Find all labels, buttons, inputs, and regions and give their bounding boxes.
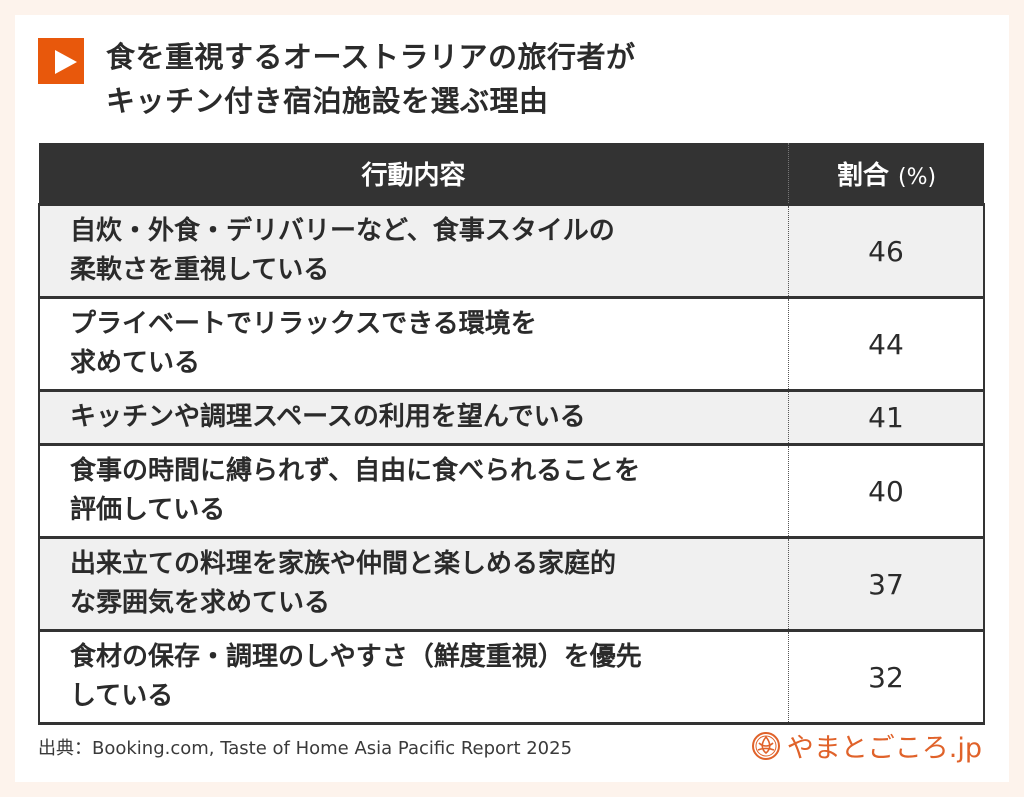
table-row: 出来立ての料理を家族や仲間と楽しめる家庭的 な雰囲気を求めている 37	[38, 536, 985, 631]
row-value: 40	[788, 443, 985, 538]
row-label: 食事の時間に縛られず、自由に食べられることを 評価している	[38, 443, 789, 538]
play-triangle-icon	[38, 38, 84, 84]
row-label-line: 食事の時間に縛られず、自由に食べられることを	[70, 456, 641, 486]
row-value: 41	[788, 389, 985, 445]
row-label: 自炊・外食・デリバリーなど、食事スタイルの 柔軟さを重視している	[38, 203, 789, 298]
row-value: 44	[788, 296, 985, 391]
header-unit: (%)	[898, 164, 937, 190]
table-row: 食材の保存・調理のしやすさ（鮮度重視）を優先 している 32	[38, 629, 985, 725]
row-label-line: 自炊・外食・デリバリーなど、食事スタイルの	[70, 216, 615, 246]
row-value: 37	[788, 536, 985, 631]
page-title: 食を重視するオーストラリアの旅行者が キッチン付き宿泊施設を選ぶ理由	[106, 35, 636, 123]
reasons-table: 行動内容 割合 (%) 自炊・外食・デリバリーなど、食事スタイルの 柔軟さを重視…	[38, 143, 985, 725]
title-line-1: 食を重視するオーストラリアの旅行者が	[106, 40, 636, 74]
brand-name: やまとごころ.jp	[786, 733, 982, 764]
row-value: 32	[788, 629, 985, 725]
row-label: 食材の保存・調理のしやすさ（鮮度重視）を優先 している	[38, 629, 789, 725]
header-behavior: 行動内容	[39, 143, 789, 205]
row-label: キッチンや調理スペースの利用を望んでいる	[38, 389, 789, 445]
row-label-line: 食材の保存・調理のしやすさ（鮮度重視）を優先	[70, 642, 642, 672]
row-label-line: 出来立ての料理を家族や仲間と楽しめる家庭的	[70, 549, 617, 579]
row-label: 出来立ての料理を家族や仲間と楽しめる家庭的 な雰囲気を求めている	[38, 536, 789, 631]
header-behavior-label: 行動内容	[361, 160, 466, 191]
row-value: 46	[788, 203, 985, 298]
table-row: キッチンや調理スペースの利用を望んでいる 41	[38, 389, 985, 445]
row-label: プライベートでリラックスできる環境を 求めている	[38, 296, 789, 391]
table-row: 自炊・外食・デリバリーなど、食事スタイルの 柔軟さを重視している 46	[38, 203, 985, 298]
table-row: プライベートでリラックスできる環境を 求めている 44	[38, 296, 985, 391]
row-label-line: な雰囲気を求めている	[70, 588, 331, 618]
row-label-line: している	[70, 681, 174, 711]
brand-logo: やまとごころ.jp	[751, 726, 982, 765]
title-line-2: キッチン付き宿泊施設を選ぶ理由	[106, 84, 549, 118]
table-header-row: 行動内容 割合 (%)	[39, 143, 984, 205]
table-row: 食事の時間に縛られず、自由に食べられることを 評価している 40	[38, 443, 985, 538]
row-label-line: 柔軟さを重視している	[70, 255, 330, 285]
yamatogokoro-logo-icon	[751, 731, 780, 760]
header-percentage-label: 割合	[836, 160, 889, 191]
row-label-line: プライベートでリラックスできる環境を	[70, 309, 537, 339]
source-citation: 出典：Booking.com, Taste of Home Asia Pacif…	[38, 738, 573, 759]
header-percentage: 割合 (%)	[788, 143, 984, 205]
row-label-line: キッチンや調理スペースの利用を望んでいる	[70, 402, 586, 432]
row-label-line: 求めている	[70, 348, 201, 378]
row-label-line: 評価している	[70, 495, 226, 525]
title-block: 食を重視するオーストラリアの旅行者が キッチン付き宿泊施設を選ぶ理由	[38, 38, 636, 123]
